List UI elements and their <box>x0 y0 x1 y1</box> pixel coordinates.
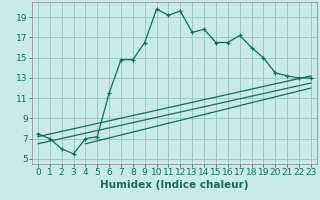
X-axis label: Humidex (Indice chaleur): Humidex (Indice chaleur) <box>100 180 249 190</box>
